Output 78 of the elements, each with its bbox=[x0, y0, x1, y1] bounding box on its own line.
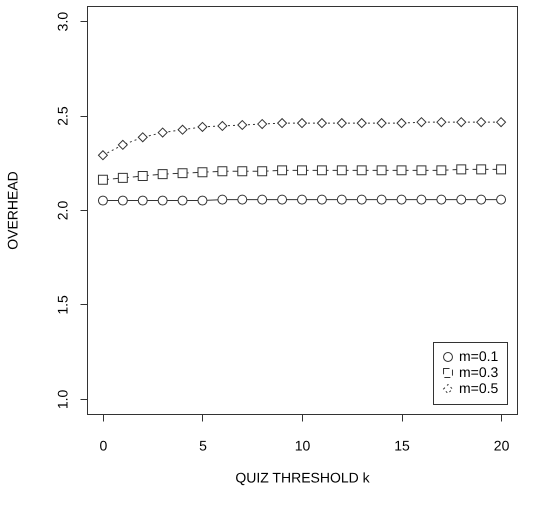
point bbox=[396, 118, 407, 128]
point bbox=[257, 166, 268, 176]
y-tick-label: 1.0 bbox=[54, 389, 70, 410]
legend-label: m=0.3 bbox=[459, 364, 499, 380]
y-tick-label: 2.5 bbox=[54, 106, 70, 126]
legend-label: m=0.5 bbox=[459, 380, 499, 396]
y-tick-label: 2.0 bbox=[54, 200, 70, 220]
point bbox=[416, 165, 426, 176]
point bbox=[416, 194, 426, 205]
x-tick-label: 0 bbox=[100, 438, 108, 454]
point bbox=[277, 194, 288, 205]
point bbox=[316, 194, 327, 205]
point bbox=[476, 164, 486, 174]
point bbox=[356, 194, 367, 205]
point bbox=[197, 167, 208, 178]
point bbox=[118, 172, 128, 183]
x-axis-title: QUIZ THRESHOLD k bbox=[235, 470, 371, 486]
point bbox=[476, 194, 486, 205]
point bbox=[217, 194, 228, 205]
point bbox=[138, 171, 148, 181]
point bbox=[436, 165, 446, 176]
point bbox=[257, 194, 268, 205]
point bbox=[456, 164, 466, 174]
point bbox=[336, 118, 347, 128]
point bbox=[376, 194, 387, 205]
point bbox=[217, 120, 228, 131]
point bbox=[476, 117, 486, 128]
point bbox=[138, 132, 148, 142]
point bbox=[436, 194, 446, 205]
point bbox=[297, 194, 307, 205]
point bbox=[217, 166, 228, 176]
point bbox=[277, 165, 288, 176]
y-tick-label: 1.5 bbox=[54, 295, 70, 315]
point bbox=[178, 124, 188, 135]
point bbox=[376, 165, 387, 176]
point bbox=[158, 169, 168, 180]
x-tick-label: 15 bbox=[394, 438, 410, 454]
point bbox=[118, 140, 128, 150]
point bbox=[376, 118, 387, 128]
point bbox=[138, 196, 148, 206]
point bbox=[178, 168, 188, 178]
point bbox=[336, 194, 347, 205]
point bbox=[237, 194, 248, 205]
point bbox=[257, 119, 268, 130]
point bbox=[416, 117, 426, 128]
point bbox=[277, 118, 288, 128]
point bbox=[356, 118, 367, 128]
point bbox=[316, 118, 327, 128]
point bbox=[496, 117, 506, 128]
point bbox=[237, 166, 248, 176]
point bbox=[197, 122, 208, 132]
point bbox=[98, 174, 108, 185]
point bbox=[297, 165, 307, 176]
y-axis-title: OVERHEAD bbox=[4, 171, 20, 250]
x-tick-label: 10 bbox=[294, 438, 310, 454]
point bbox=[316, 165, 327, 176]
x-tick-label: 20 bbox=[494, 438, 510, 454]
point bbox=[197, 196, 208, 206]
point bbox=[396, 165, 407, 176]
point bbox=[118, 196, 128, 206]
point bbox=[356, 165, 367, 176]
point bbox=[158, 128, 168, 138]
legend-label: m=0.1 bbox=[459, 348, 499, 364]
point bbox=[456, 117, 466, 128]
y-tick-label: 3.0 bbox=[54, 12, 70, 32]
point bbox=[237, 120, 248, 130]
point bbox=[496, 164, 506, 174]
point bbox=[336, 165, 347, 176]
point bbox=[178, 196, 188, 206]
point bbox=[396, 194, 407, 205]
point bbox=[297, 118, 307, 128]
point bbox=[436, 117, 446, 128]
point bbox=[98, 196, 108, 206]
point bbox=[98, 150, 108, 160]
x-tick-label: 5 bbox=[199, 438, 208, 454]
point bbox=[158, 196, 168, 206]
point bbox=[496, 194, 506, 205]
point bbox=[456, 194, 466, 205]
